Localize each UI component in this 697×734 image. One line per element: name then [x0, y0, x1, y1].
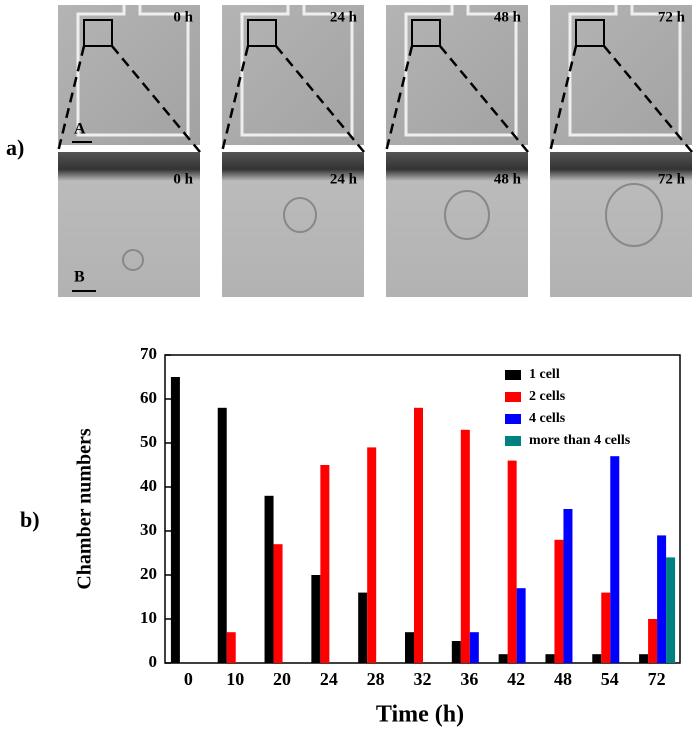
y-tick-label: 40 — [140, 476, 157, 495]
chamber-outline — [568, 5, 682, 137]
bar — [367, 447, 377, 663]
zoom-line — [220, 45, 250, 153]
cell — [122, 249, 144, 271]
micrograph — [58, 152, 200, 297]
zoom-line — [384, 45, 414, 153]
bar — [405, 632, 414, 663]
zoom-line — [439, 45, 529, 153]
bar — [507, 460, 517, 663]
bar — [554, 539, 564, 663]
panel-a: a) — [6, 135, 24, 160]
x-tick-label: 20 — [273, 669, 291, 689]
zoom-line — [111, 45, 201, 153]
x-tick-label: 48 — [554, 669, 572, 689]
y-tick-label: 60 — [140, 388, 157, 407]
bar — [657, 535, 667, 663]
x-tick-label: 24 — [320, 669, 338, 689]
chamber-outline — [76, 5, 190, 137]
time-label: 48 h — [494, 171, 522, 187]
time-label: 72 h — [658, 9, 686, 25]
time-label: 24 h — [330, 171, 358, 187]
zoom-line — [275, 45, 365, 153]
bar — [451, 641, 461, 663]
time-label: 0 h — [173, 9, 193, 25]
zoom-line — [56, 45, 86, 153]
legend-swatch — [505, 436, 521, 446]
x-tick-label: 72 — [648, 669, 666, 689]
x-tick-label: 36 — [460, 669, 478, 689]
bar — [358, 592, 368, 663]
bar — [545, 654, 555, 663]
x-tick-label: 32 — [414, 669, 432, 689]
legend-label: 4 cells — [529, 411, 566, 426]
micrograph — [386, 152, 528, 297]
x-tick-label: 0 — [184, 669, 193, 689]
y-tick-label: 70 — [140, 344, 157, 363]
panel-label: a) — [6, 135, 24, 160]
scale-label: B — [74, 269, 85, 286]
x-tick-label: 54 — [601, 669, 619, 689]
legend-label: more than 4 cells — [529, 433, 631, 448]
chamber-outline — [240, 5, 354, 137]
bar — [648, 619, 658, 663]
micrograph — [550, 152, 692, 297]
zoom-box — [83, 19, 113, 47]
bar — [592, 654, 602, 663]
zoom-box — [247, 19, 277, 47]
x-tick-label: 10 — [226, 669, 244, 689]
bar — [498, 654, 508, 663]
bar — [639, 654, 649, 663]
scale-label: A — [74, 121, 86, 138]
bar — [170, 377, 180, 663]
legend-label: 2 cells — [529, 389, 566, 404]
time-label: 72 h — [658, 171, 686, 187]
bar — [226, 632, 236, 663]
time-label: 0 h — [173, 171, 193, 187]
y-axis-label: Chamber numbers — [74, 428, 96, 590]
x-tick-label: 42 — [507, 669, 525, 689]
bar — [563, 509, 573, 663]
cell — [605, 183, 663, 247]
zoom-box — [411, 19, 441, 47]
zoom-box — [575, 19, 605, 47]
bar — [414, 407, 423, 663]
micrograph — [222, 152, 364, 297]
bar — [666, 557, 676, 663]
bar — [217, 407, 227, 663]
bar — [320, 465, 330, 663]
cell — [444, 190, 490, 240]
x-axis-label: Time (h) — [376, 702, 464, 728]
bar — [516, 588, 526, 663]
time-label: 48 h — [494, 9, 522, 25]
bar — [469, 632, 479, 663]
legend-swatch — [505, 392, 521, 402]
bar — [273, 544, 283, 663]
y-tick-label: 20 — [140, 564, 157, 583]
panel-label: b) — [20, 507, 40, 532]
zoom-line — [548, 45, 578, 153]
legend-label: 1 cell — [529, 367, 560, 382]
zoom-line — [603, 45, 693, 153]
legend-swatch — [505, 414, 521, 424]
y-tick-label: 10 — [140, 608, 157, 627]
bar — [264, 495, 274, 663]
chamber-outline — [404, 5, 518, 137]
y-tick-label: 0 — [149, 652, 158, 671]
y-tick-label: 30 — [140, 520, 157, 539]
bar — [311, 575, 321, 663]
x-tick-label: 28 — [367, 669, 385, 689]
time-label: 24 h — [330, 9, 358, 25]
legend-swatch — [505, 370, 521, 380]
bar — [601, 592, 611, 663]
bar — [460, 429, 470, 663]
bar — [610, 456, 620, 663]
cell — [283, 197, 317, 233]
y-tick-label: 50 — [140, 432, 157, 451]
